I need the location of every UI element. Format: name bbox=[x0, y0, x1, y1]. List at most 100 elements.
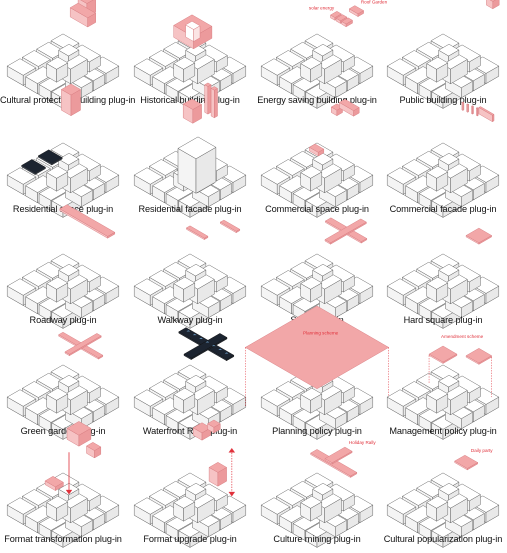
block-face-top bbox=[416, 372, 445, 390]
block-face-top bbox=[402, 381, 431, 398]
plugin-cell-comSpace: Commercial space plug-in bbox=[254, 98, 380, 223]
central-tower bbox=[316, 163, 342, 194]
plugin-illustration bbox=[133, 219, 247, 329]
plugin-cell-upgrade: Format upgrade plug-in bbox=[127, 419, 253, 553]
plugin-caption: Management policy plug-in bbox=[389, 426, 497, 436]
holiday-rally-label: Holiday Rally bbox=[349, 440, 377, 445]
plugin-cell-mining: Holiday Rally Culture mining plug-in bbox=[254, 440, 380, 553]
plugin-illustration bbox=[6, 421, 120, 548]
residential-space-plugin bbox=[61, 83, 81, 116]
block-face-top bbox=[149, 159, 178, 176]
block-face-top bbox=[149, 270, 178, 287]
block-face-top bbox=[133, 278, 164, 296]
commercial-facade-plugin bbox=[478, 106, 495, 122]
block-face-top bbox=[324, 218, 367, 244]
central-tower bbox=[173, 276, 196, 303]
block-face-top bbox=[461, 101, 465, 104]
block-face-top bbox=[133, 58, 164, 76]
block-face-top bbox=[341, 17, 353, 25]
residential-dark-block bbox=[38, 149, 63, 166]
block-face-top bbox=[290, 261, 319, 279]
block-face-top bbox=[316, 274, 342, 290]
format-upgrade-plugin bbox=[208, 462, 227, 487]
block-face-top bbox=[189, 54, 215, 70]
block-face-top bbox=[86, 442, 102, 451]
block-face-top bbox=[465, 348, 492, 364]
block-face-top bbox=[402, 50, 431, 67]
block-face-top bbox=[62, 163, 88, 179]
block-face-top bbox=[61, 83, 81, 96]
block-face-top bbox=[173, 495, 196, 509]
block-face-top bbox=[335, 14, 348, 22]
plugin-illustration bbox=[6, 83, 120, 218]
block-face-top bbox=[438, 263, 460, 277]
amendment-plane bbox=[428, 345, 458, 364]
block-face-top bbox=[46, 495, 69, 509]
central-tower bbox=[46, 495, 69, 522]
block-face-top bbox=[276, 50, 305, 67]
block-face-right bbox=[462, 102, 465, 111]
plugin-illustration bbox=[386, 227, 500, 329]
plugin-caption: Waterfront River plug-in bbox=[142, 426, 238, 436]
plugin-illustration bbox=[6, 331, 120, 440]
block-face-top bbox=[312, 482, 334, 496]
block-face-top bbox=[386, 389, 417, 407]
facade-bar-plugin bbox=[466, 103, 469, 113]
block-face-left bbox=[210, 88, 215, 119]
plugin-caption: Format transformation plug-in bbox=[4, 534, 122, 544]
central-tower bbox=[62, 54, 88, 85]
block-face-top bbox=[386, 58, 417, 76]
plugin-cell-resSpace: Residential space plug-in bbox=[0, 83, 126, 223]
plugin-cell-management: Amendment scheme Management policy plug-i… bbox=[380, 334, 506, 445]
block-face-top bbox=[149, 381, 178, 398]
block-face-top bbox=[22, 50, 51, 67]
block-face-top bbox=[442, 163, 468, 179]
central-tower bbox=[46, 276, 69, 303]
river-wave bbox=[224, 352, 229, 354]
block-face-top bbox=[402, 159, 431, 176]
block-face-top bbox=[210, 86, 218, 91]
block-face-top bbox=[438, 43, 460, 57]
block-face-right bbox=[207, 84, 212, 115]
block-face-top bbox=[6, 58, 37, 76]
block-face-top bbox=[182, 98, 202, 110]
block-face-top bbox=[476, 107, 479, 109]
courtyard bbox=[185, 20, 201, 42]
block-face-top bbox=[185, 374, 207, 388]
block-face-top bbox=[386, 278, 417, 296]
plugin-caption: Commercial space plug-in bbox=[265, 204, 369, 214]
block-face-left bbox=[204, 84, 209, 115]
central-tower bbox=[426, 165, 449, 192]
amendment-plane bbox=[465, 348, 492, 365]
block-face-right bbox=[477, 107, 479, 117]
block-face-top bbox=[386, 167, 417, 185]
block-face-top bbox=[173, 387, 196, 401]
block-face-top bbox=[58, 43, 80, 57]
block-face-top bbox=[312, 263, 334, 277]
block-face-top bbox=[59, 204, 116, 237]
block-face-top bbox=[260, 497, 291, 515]
plugin-illustration bbox=[6, 0, 120, 109]
block-face-top bbox=[189, 274, 215, 290]
block-face-top bbox=[416, 480, 445, 498]
block-face-top bbox=[330, 11, 342, 18]
block-face-top bbox=[64, 333, 102, 355]
plugin-caption: Residential facade plug-in bbox=[138, 204, 242, 214]
block-face-top bbox=[426, 495, 449, 509]
central-tower bbox=[46, 387, 69, 414]
block-face-top bbox=[186, 225, 209, 239]
block-face-top bbox=[442, 493, 468, 509]
residential-facade-plugin bbox=[182, 98, 202, 124]
plugin-caption: Cultural popularization plug-in bbox=[383, 534, 503, 544]
block-face-top bbox=[133, 497, 164, 515]
block-face-top bbox=[260, 389, 291, 407]
green-garden-plugin bbox=[64, 333, 102, 356]
block-face-left bbox=[486, 0, 494, 10]
block-face-top bbox=[207, 419, 221, 428]
format-transformation-plugin bbox=[86, 442, 102, 459]
plugin-illustration: Roof Garden solar energy bbox=[260, 0, 388, 109]
block-face-right bbox=[472, 105, 474, 115]
river-wave bbox=[193, 334, 197, 336]
facade-column-plugin bbox=[210, 86, 218, 119]
transformation-arrow-head bbox=[65, 489, 73, 495]
